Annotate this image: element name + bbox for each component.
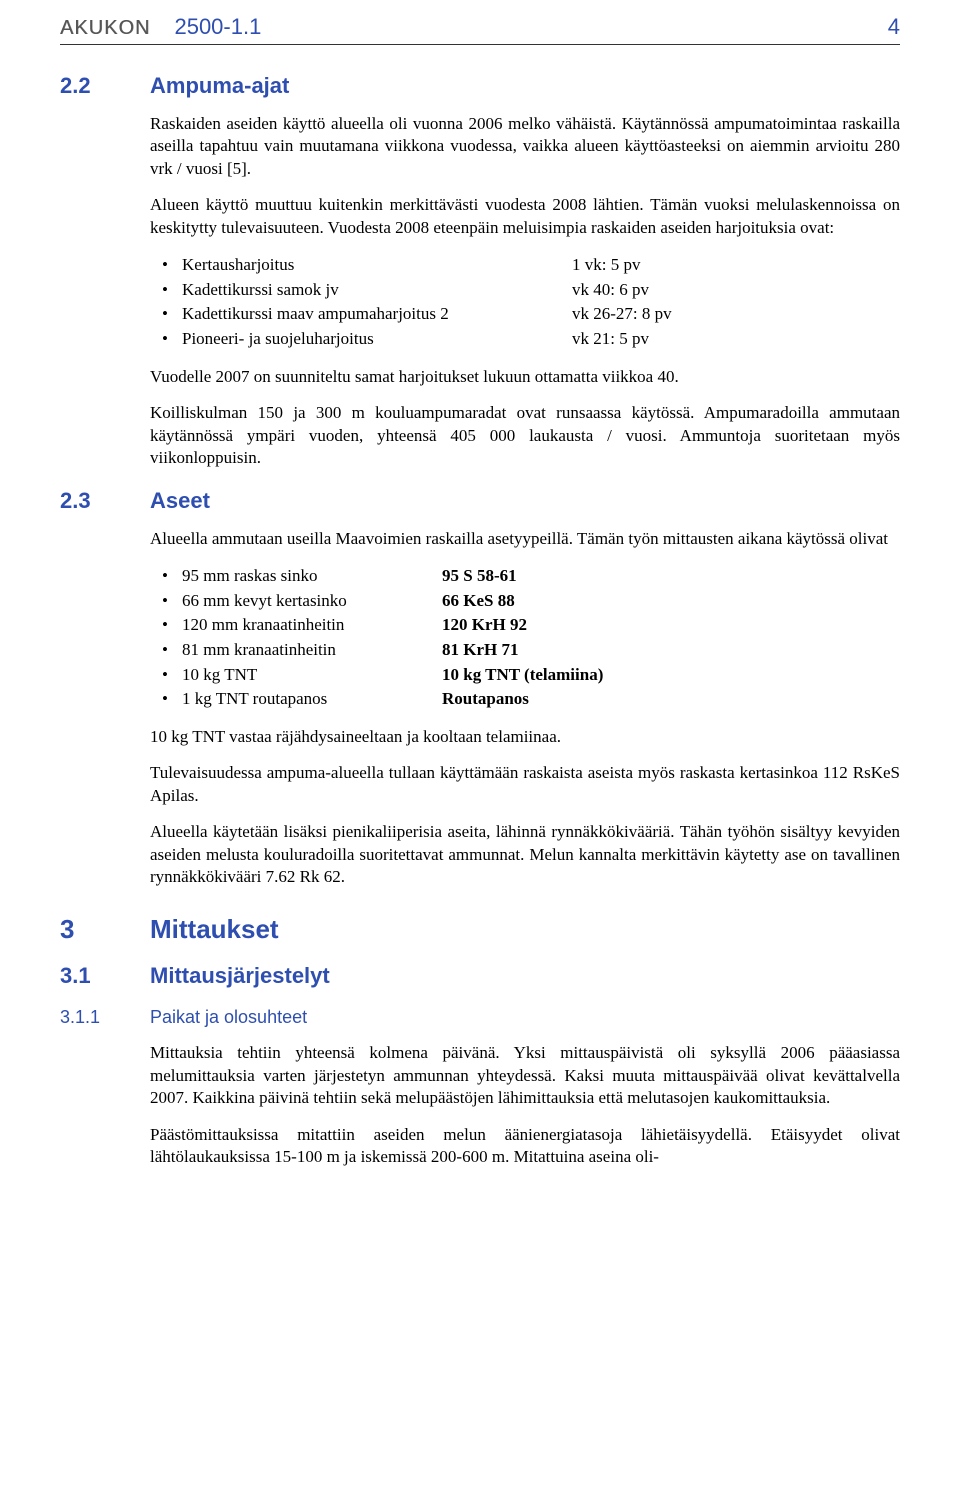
heading-row: 3.1 Mittausjärjestelyt [60, 963, 900, 989]
item-label: Kertausharjoitus [182, 253, 572, 278]
item-label: 95 mm raskas sinko [182, 564, 442, 589]
list-item: 66 mm kevyt kertasinko 66 KeS 88 [150, 589, 900, 614]
item-value: 1 vk: 5 pv [572, 253, 640, 278]
page-number: 4 [888, 14, 900, 40]
section-3-1-1: 3.1.1 Paikat ja olosuhteet Mittauksia te… [60, 1007, 900, 1168]
list-item: 120 mm kranaatinheitin 120 KrH 92 [150, 613, 900, 638]
section-body: Mittauksia tehtiin yhteensä kolmena päiv… [150, 1042, 900, 1168]
section-3: 3 Mittaukset [60, 914, 900, 945]
item-value: 10 kg TNT (telamiina) [442, 663, 603, 688]
item-value: vk 40: 6 pv [572, 278, 649, 303]
item-label: 66 mm kevyt kertasinko [182, 589, 442, 614]
page-container: AKUKON 2500-1.1 4 2.2 Ampuma-ajat Raskai… [0, 0, 960, 1227]
paragraph: Alueella käytetään lisäksi pienikaliiper… [150, 821, 900, 888]
item-value: 66 KeS 88 [442, 589, 515, 614]
item-label: 120 mm kranaatinheitin [182, 613, 442, 638]
section-3-1: 3.1 Mittausjärjestelyt [60, 963, 900, 989]
heading-row: 2.3 Aseet [60, 488, 900, 514]
section-2-3: 2.3 Aseet Alueella ammutaan useilla Maav… [60, 488, 900, 889]
list-item: Kertausharjoitus 1 vk: 5 pv [150, 253, 900, 278]
list-item: Kadettikurssi samok jv vk 40: 6 pv [150, 278, 900, 303]
section-body: Raskaiden aseiden käyttö alueella oli vu… [150, 113, 900, 470]
list-item: 1 kg TNT routapanos Routapanos [150, 687, 900, 712]
list-item: Kadettikurssi maav ampumaharjoitus 2 vk … [150, 302, 900, 327]
list-item: Pioneeri- ja suojeluharjoitus vk 21: 5 p… [150, 327, 900, 352]
heading-title: Aseet [150, 488, 210, 514]
list-item: 81 mm kranaatinheitin 81 KrH 71 [150, 638, 900, 663]
item-label: 10 kg TNT [182, 663, 442, 688]
heading-row: 3 Mittaukset [60, 914, 900, 945]
list-item: 10 kg TNT 10 kg TNT (telamiina) [150, 663, 900, 688]
document-id: 2500-1.1 [174, 14, 261, 40]
item-label: Kadettikurssi maav ampumaharjoitus 2 [182, 302, 572, 327]
item-value: 95 S 58-61 [442, 564, 517, 589]
paragraph: Alueella ammutaan useilla Maavoimien ras… [150, 528, 900, 550]
heading-title: Mittaukset [150, 914, 279, 945]
paragraph: 10 kg TNT vastaa räjähdysaineeltaan ja k… [150, 726, 900, 748]
item-value: 81 KrH 71 [442, 638, 519, 663]
bullet-list: Kertausharjoitus 1 vk: 5 pv Kadettikurss… [150, 253, 900, 352]
heading-row: 3.1.1 Paikat ja olosuhteet [60, 1007, 900, 1028]
heading-number: 3.1.1 [60, 1007, 150, 1028]
item-label: 81 mm kranaatinheitin [182, 638, 442, 663]
paragraph: Mittauksia tehtiin yhteensä kolmena päiv… [150, 1042, 900, 1109]
paragraph: Koilliskulman 150 ja 300 m kouluampumara… [150, 402, 900, 469]
bullet-list: 95 mm raskas sinko 95 S 58-61 66 mm kevy… [150, 564, 900, 712]
heading-title: Paikat ja olosuhteet [150, 1007, 307, 1028]
heading-number: 3.1 [60, 963, 150, 989]
section-body: Alueella ammutaan useilla Maavoimien ras… [150, 528, 900, 889]
paragraph: Tulevaisuudessa ampuma-alueella tullaan … [150, 762, 900, 807]
item-value: vk 21: 5 pv [572, 327, 649, 352]
heading-title: Mittausjärjestelyt [150, 963, 330, 989]
item-value: Routapanos [442, 687, 529, 712]
heading-row: 2.2 Ampuma-ajat [60, 73, 900, 99]
heading-number: 2.3 [60, 488, 150, 514]
item-label: Pioneeri- ja suojeluharjoitus [182, 327, 572, 352]
paragraph: Päästömittauksissa mitattiin aseiden mel… [150, 1124, 900, 1169]
item-label: Kadettikurssi samok jv [182, 278, 572, 303]
item-value: vk 26-27: 8 pv [572, 302, 672, 327]
heading-number: 3 [60, 914, 150, 945]
section-2-2: 2.2 Ampuma-ajat Raskaiden aseiden käyttö… [60, 73, 900, 470]
logo: AKUKON [60, 17, 150, 40]
heading-number: 2.2 [60, 73, 150, 99]
page-header: AKUKON 2500-1.1 4 [60, 0, 900, 45]
item-label: 1 kg TNT routapanos [182, 687, 442, 712]
list-item: 95 mm raskas sinko 95 S 58-61 [150, 564, 900, 589]
paragraph: Alueen käyttö muuttuu kuitenkin merkittä… [150, 194, 900, 239]
heading-title: Ampuma-ajat [150, 73, 289, 99]
item-value: 120 KrH 92 [442, 613, 527, 638]
paragraph: Vuodelle 2007 on suunniteltu samat harjo… [150, 366, 900, 388]
paragraph: Raskaiden aseiden käyttö alueella oli vu… [150, 113, 900, 180]
